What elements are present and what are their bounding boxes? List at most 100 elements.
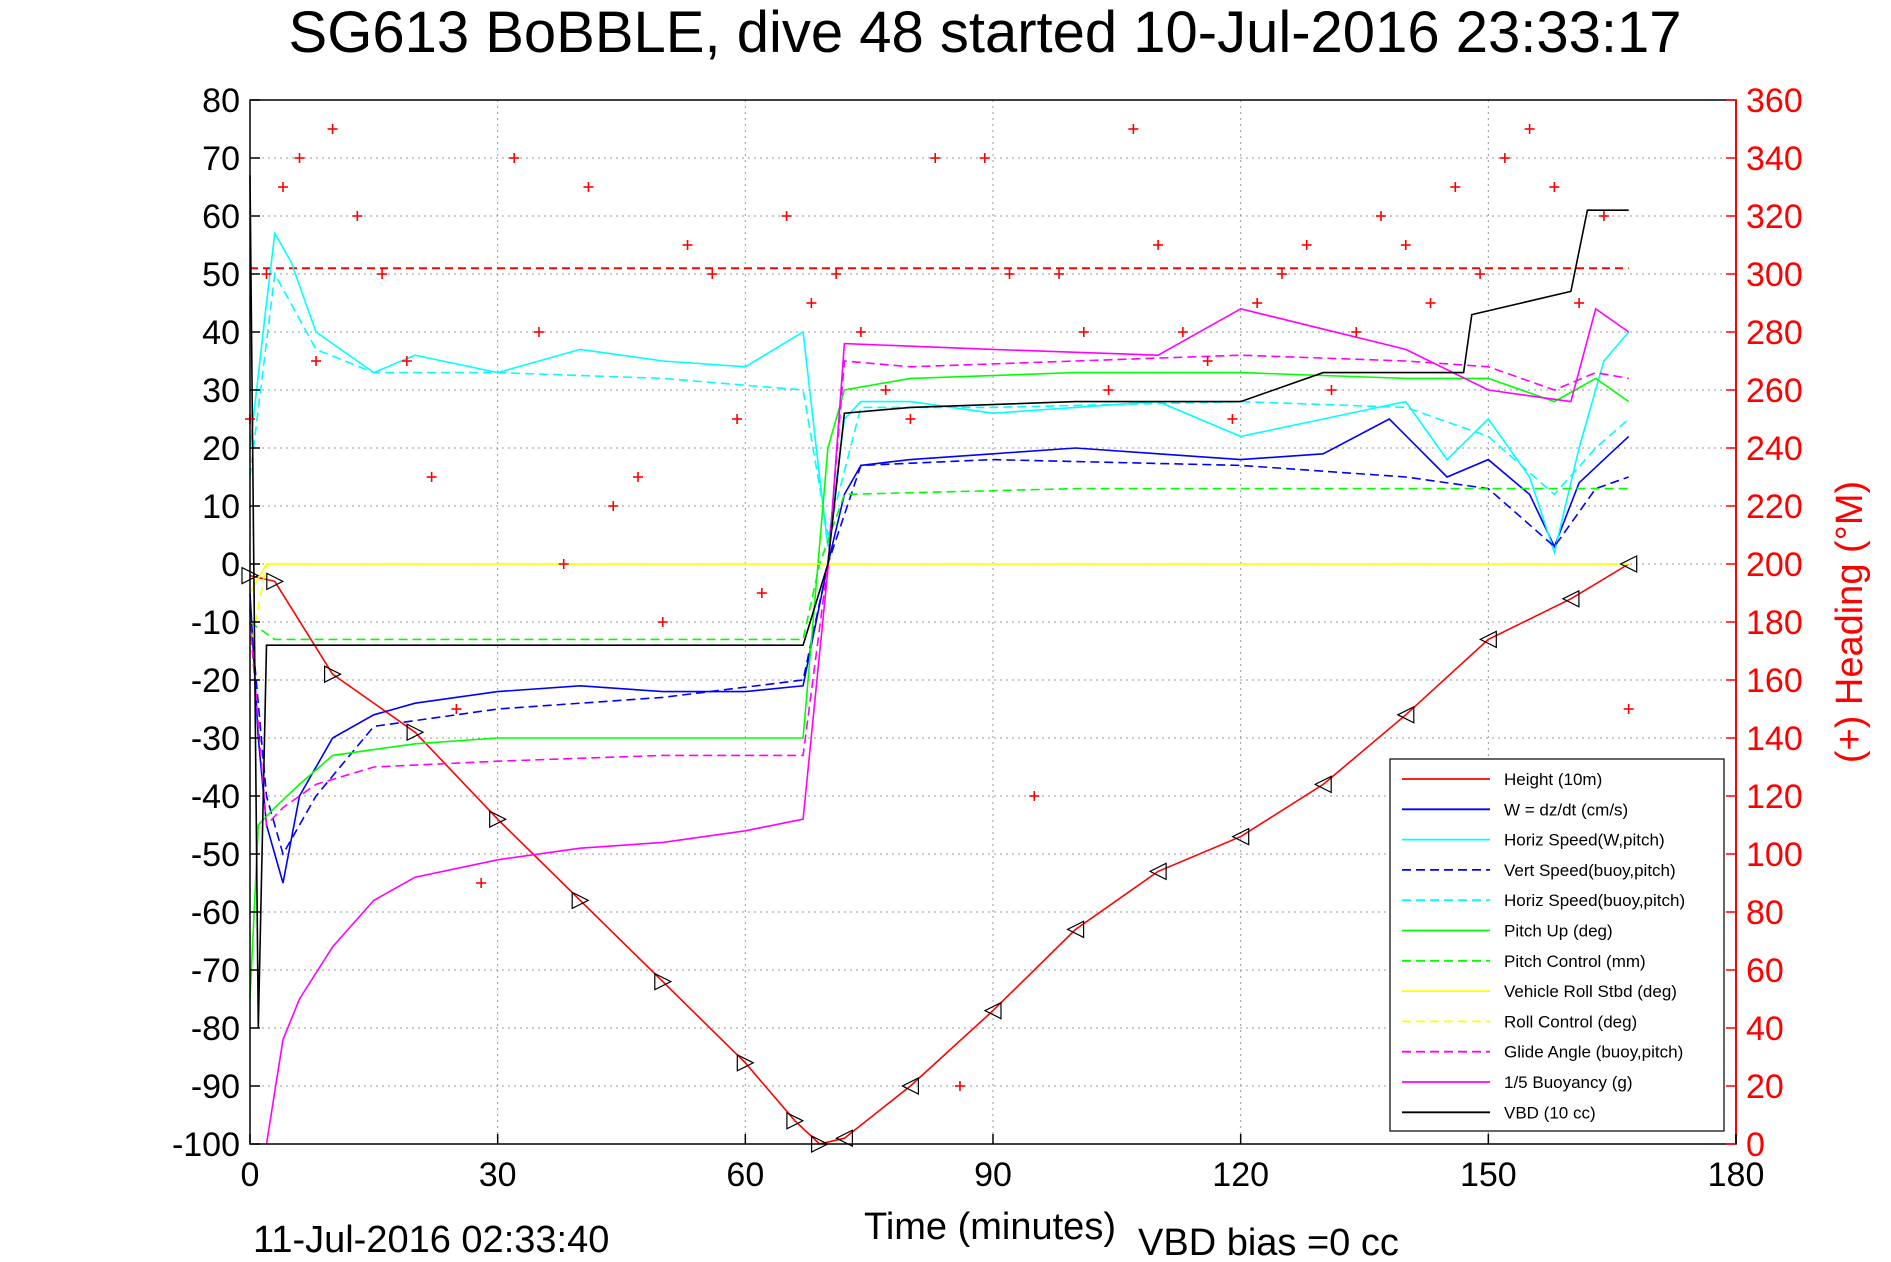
heading-marker-21 — [732, 414, 743, 424]
heading-marker-25 — [831, 269, 842, 279]
y2-tick-label-14: 80 — [1746, 894, 1784, 932]
heading-marker-17 — [633, 472, 644, 482]
legend-label-11: VBD (10 cc) — [1504, 1103, 1596, 1122]
legend-label-10: 1/5 Buoyancy (g) — [1504, 1073, 1633, 1092]
height-marker-3 — [406, 723, 425, 742]
y-tick-label-9: -10 — [191, 604, 240, 642]
height-marker-2 — [324, 665, 342, 684]
heading-marker-35 — [1078, 327, 1089, 337]
heading-marker-33 — [1029, 791, 1040, 801]
y2-tick-label-3: 300 — [1746, 256, 1803, 294]
y2-tick-label-10: 160 — [1746, 662, 1803, 700]
heading-marker-7 — [377, 269, 388, 279]
heading-marker-39 — [1177, 327, 1188, 337]
heading-marker-12 — [509, 153, 520, 163]
height-marker-7 — [736, 1053, 755, 1072]
y-tick-label-10: -20 — [191, 662, 240, 700]
x-axis-ticks: 0 30 60 90 120 150 180 — [241, 1134, 1765, 1194]
y2-tick-label-7: 220 — [1746, 488, 1803, 526]
heading-marker-10 — [451, 704, 462, 714]
heading-marker-11 — [476, 878, 487, 888]
heading-marker-19 — [682, 240, 693, 250]
footer-vbd-bias: VBD bias =0 cc — [1138, 1222, 1399, 1262]
x-tick-label-4: 120 — [1212, 1156, 1269, 1194]
heading-marker-48 — [1400, 240, 1411, 250]
y2-tick-label-4: 280 — [1746, 314, 1803, 352]
heading-marker-3 — [294, 153, 305, 163]
x-tick-label-5: 150 — [1460, 1156, 1517, 1194]
y-tick-label-0: 80 — [202, 82, 240, 120]
series-line-1 — [249, 418, 1630, 884]
heading-marker-46 — [1351, 327, 1362, 337]
heading-marker-47 — [1376, 211, 1387, 221]
heading-marker-54 — [1549, 182, 1560, 192]
x-axis-label: Time (minutes) — [864, 1206, 1116, 1248]
series-line-8 — [249, 563, 1629, 652]
y-tick-label-13: -50 — [191, 836, 240, 874]
heading-marker-20 — [707, 269, 718, 279]
legend-label-9: Glide Angle (buoy,pitch) — [1504, 1043, 1683, 1062]
legend-label-6: Pitch Control (mm) — [1504, 952, 1646, 971]
height-marker-15 — [1231, 827, 1250, 846]
series-line-6 — [249, 487, 1629, 641]
series-line-4 — [249, 271, 1630, 536]
heading-marker-28 — [905, 414, 916, 424]
height-marker-17 — [1396, 705, 1415, 724]
series-line-2 — [249, 230, 1630, 556]
y2-tick-label-17: 20 — [1746, 1068, 1784, 1106]
y-axis-ticks: 80 70 60 50 40 30 20 10 0 -10 -20 -30 -40 -50 -60 -70 -8… — [172, 82, 260, 1164]
x-tick-label-1: 30 — [479, 1156, 517, 1194]
height-marker-19 — [1561, 589, 1580, 608]
y-tick-label-3: 50 — [202, 256, 240, 294]
heading-marker-23 — [781, 211, 792, 221]
y-tick-label-12: -40 — [191, 778, 240, 816]
y-tick-label-18: -100 — [172, 1126, 240, 1164]
y-tick-label-4: 40 — [202, 314, 240, 352]
heading-marker-15 — [583, 182, 594, 192]
height-marker-4 — [489, 810, 508, 829]
heading-marker-55 — [1574, 298, 1585, 308]
height-marker-20 — [1619, 555, 1638, 573]
heading-marker-37 — [1128, 124, 1139, 134]
heading-marker-53 — [1524, 124, 1535, 134]
y2-tick-label-6: 240 — [1746, 430, 1803, 468]
legend-label-7: Vehicle Roll Stbd (deg) — [1504, 982, 1677, 1001]
y2-axis-ticks: 3603403203002802602402202001801601401201… — [1726, 82, 1803, 1164]
footer-timestamp: 11-Jul-2016 02:33:40 — [253, 1219, 609, 1261]
x-tick-label-3: 90 — [974, 1156, 1012, 1194]
y-tick-label-17: -90 — [191, 1068, 240, 1106]
height-marker-5 — [571, 891, 590, 910]
height-marker-16 — [1313, 775, 1332, 794]
heading-marker-9 — [426, 472, 437, 482]
heading-marker-2 — [278, 182, 289, 192]
heading-marker-26 — [855, 327, 866, 337]
heading-marker-43 — [1276, 269, 1287, 279]
series-line-7 — [249, 563, 1629, 594]
y2-tick-label-18: 0 — [1746, 1126, 1765, 1164]
y2-tick-label-16: 40 — [1746, 1010, 1784, 1048]
height-marker-1 — [266, 572, 285, 591]
y2-tick-label-5: 260 — [1746, 372, 1803, 410]
heading-marker-49 — [1425, 298, 1436, 308]
legend-label-0: Height (10m) — [1504, 770, 1602, 789]
heading-marker-41 — [1227, 414, 1238, 424]
heading-marker-42 — [1252, 298, 1263, 308]
heading-marker-30 — [954, 1081, 965, 1091]
heading-marker-22 — [756, 588, 767, 598]
heading-marker-34 — [1054, 269, 1065, 279]
x-tick-label-6: 180 — [1708, 1156, 1765, 1194]
heading-marker-32 — [1004, 269, 1015, 279]
y-tick-label-2: 60 — [202, 198, 240, 236]
y2-tick-label-2: 320 — [1746, 198, 1803, 236]
heading-marker-14 — [558, 559, 569, 569]
heading-marker-18 — [657, 617, 668, 627]
y-tick-label-1: 70 — [202, 140, 240, 178]
y2-axis-label: (+) Heading (°M) — [1829, 481, 1871, 763]
heading-marker-56 — [1598, 211, 1609, 221]
heading-marker-16 — [608, 501, 619, 511]
height-marker-6 — [654, 972, 673, 991]
series-line-9 — [249, 354, 1629, 827]
legend-box — [1389, 758, 1725, 1132]
heading-marker-8 — [401, 356, 412, 366]
